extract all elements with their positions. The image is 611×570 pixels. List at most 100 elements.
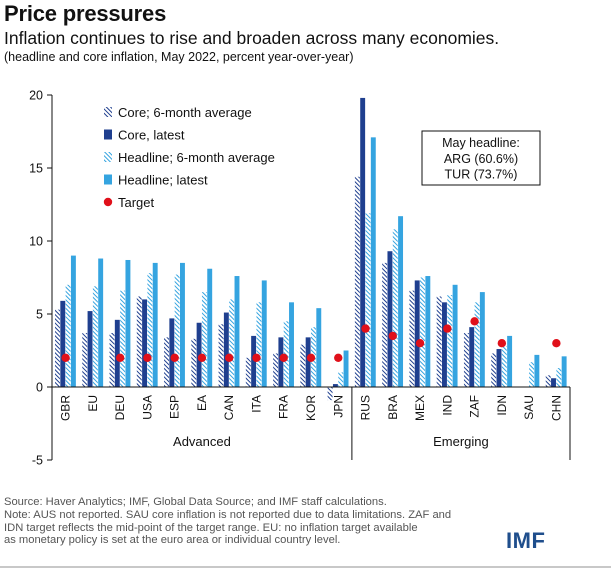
annotation-box: May headline: ARG (60.6%) TUR (73.7%) [421, 130, 541, 186]
bar-chart: 20 15 10 5 0 -5 GBR EU DEU USA ESP EA CAN ITA FRA KOR J… [29, 89, 571, 468]
bar-ea-s3 [207, 268, 213, 387]
bar-bra-s1 [387, 251, 393, 387]
chart-title: Price pressures [4, 1, 167, 26]
annotation-line: TUR (73.7%) [445, 168, 518, 182]
y-tick-label: 10 [29, 235, 43, 249]
bar-sau-s2 [529, 362, 535, 387]
target-marker-chn [552, 339, 561, 348]
bar-idn-s1 [496, 349, 502, 387]
x-tick-label: CHN [549, 395, 563, 421]
bar-can-s2 [229, 299, 235, 387]
bar-can-s1 [223, 312, 229, 387]
target-marker-usa [143, 353, 152, 362]
bar-bra-s3 [398, 216, 404, 387]
legend-swatch [104, 129, 112, 140]
x-tick-label: GBR [59, 395, 73, 421]
bar-can-s3 [234, 276, 240, 387]
bar-gbr-s3 [70, 255, 76, 387]
bar-gbr-s0 [55, 309, 60, 387]
bar-ind-s1 [442, 302, 447, 387]
target-marker-rus [361, 324, 370, 333]
x-tick-label: FRA [277, 395, 291, 419]
x-tick-label: JPN [331, 395, 345, 418]
bar-zaf-s3 [479, 292, 485, 387]
bar-kor-s0 [300, 344, 306, 387]
bar-zaf-s0 [463, 332, 469, 387]
bar-can-s0 [218, 324, 224, 387]
bar-chn-s2 [556, 368, 562, 387]
bar-usa-s1 [142, 299, 148, 387]
bar-deu-s1 [114, 319, 120, 387]
bar-jpn-s0 [327, 387, 333, 401]
imf-logo: IMF [506, 528, 546, 553]
target-marker-gbr [61, 353, 70, 362]
x-tick-label: ZAF [468, 395, 482, 418]
bar-chn-s1 [551, 378, 556, 387]
bar-jpn-s1 [332, 384, 338, 387]
bar-mex-s3 [425, 276, 431, 387]
source-line: Source: Haver Analytics; IMF, Global Dat… [4, 496, 387, 508]
target-marker-kor [306, 353, 316, 362]
bar-jpn-s3 [343, 350, 349, 387]
x-tick-label: CAN [222, 395, 236, 420]
bar-usa-s0 [136, 296, 142, 387]
x-axis: GBR EU DEU USA ESP EA CAN ITA FRA KOR JPN RUS BRA MEX… [51, 386, 571, 460]
x-tick-label: IDN [495, 395, 509, 416]
source-line: Note: AUS not reported. SAU core inflati… [4, 508, 452, 521]
bar-deu-s0 [109, 332, 115, 387]
y-tick-label: 15 [29, 162, 43, 176]
y-axis: 20 15 10 5 0 -5 [29, 89, 53, 468]
bar-mex-s0 [409, 290, 415, 387]
chart-units-note: (headline and core inflation, May 2022, … [4, 50, 354, 64]
group-label: Advanced [173, 434, 231, 449]
x-tick-label: ITA [249, 395, 263, 413]
bar-gbr-s1 [60, 300, 66, 387]
target-marker-ita [252, 353, 261, 362]
bar-esp-s2 [174, 274, 180, 387]
bar-rus-s2 [365, 213, 371, 387]
bar-kor-s3 [316, 308, 322, 387]
legend-label: Target [118, 195, 155, 210]
y-tick-label: -5 [32, 454, 43, 468]
bar-idn-s0 [491, 353, 497, 387]
bar-fra-s2 [283, 321, 289, 387]
annotation-frame [421, 130, 541, 186]
source-line: IDN target reflects the mid-point of the… [4, 521, 418, 534]
legend-label: Core, latest [118, 128, 185, 143]
source-note: Source: Haver Analytics; IMF, Global Dat… [4, 496, 504, 547]
legend: Core; 6-month average Core, latest Headlin… [103, 105, 275, 210]
bar-eu-s0 [82, 332, 88, 387]
bar-chn-s3 [561, 356, 567, 387]
bar-usa-s2 [147, 273, 153, 387]
chart-subtitle: Inflation continues to rise and broaden … [4, 28, 500, 48]
bar-eu-s1 [87, 311, 93, 387]
legend-swatch [104, 174, 112, 185]
y-tick-label: 0 [36, 381, 43, 395]
group-label: Emerging [433, 434, 489, 449]
bar-kor-s1 [305, 337, 311, 387]
legend-label: Headline; 6-month average [118, 150, 275, 165]
bar-gbr-s2 [65, 284, 71, 387]
bar-ita-s2 [256, 302, 262, 387]
bar-bra-s2 [392, 229, 398, 387]
bar-sau-s3 [534, 354, 540, 387]
bar-ind-s0 [436, 296, 442, 387]
bar-chn-s0 [545, 375, 551, 387]
bar-rus-s1 [360, 97, 366, 388]
bar-ita-s3 [261, 280, 267, 387]
legend-label: Core; 6-month average [118, 105, 252, 120]
x-tick-label: MEX [413, 395, 427, 421]
x-tick-label: ESP [168, 395, 182, 419]
x-tick-label: SAU [522, 395, 536, 420]
legend-label: Headline; latest [118, 173, 208, 188]
target-marker-esp [170, 353, 179, 362]
bar-mex-s1 [414, 280, 420, 387]
bar-ind-s2 [447, 295, 453, 387]
x-tick-label: DEU [113, 395, 127, 420]
bar-fra-s1 [278, 337, 284, 387]
y-tick-label: 5 [36, 308, 43, 322]
bar-idn-s2 [501, 346, 507, 387]
bar-idn-s3 [507, 335, 513, 387]
target-marker-ea [197, 353, 207, 362]
annotation-heading: May headline: [442, 136, 520, 150]
